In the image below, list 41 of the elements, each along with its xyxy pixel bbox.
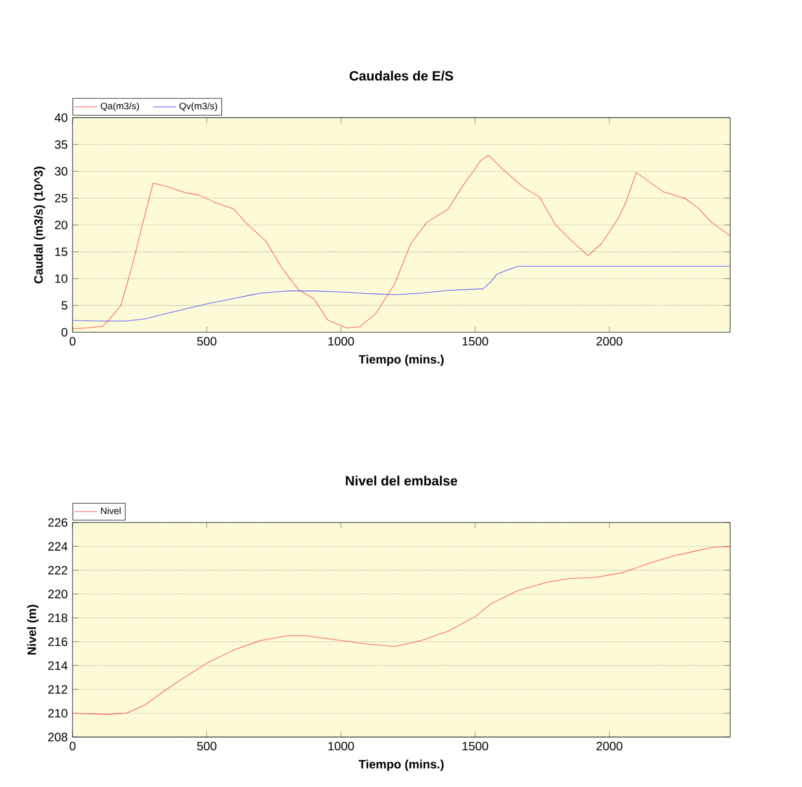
y-tick-label: 15 xyxy=(55,248,68,256)
line-series xyxy=(72,546,730,715)
y-tick-label: 20 xyxy=(54,220,68,230)
y-tick-label: 222 xyxy=(48,566,68,575)
line-series xyxy=(72,266,730,322)
x-axis-title: Tiempo (mins.) xyxy=(358,354,444,366)
y-axis-title: Caudal (m3/s) (10^3) xyxy=(34,166,46,284)
x-tick-label: 0 xyxy=(70,742,76,751)
y-tick-label: 0 xyxy=(62,328,68,337)
legend-label: Qa(m3/s) xyxy=(100,102,139,112)
legend-label: Qv(m3/s) xyxy=(179,102,218,112)
y-tick-label: 224 xyxy=(48,542,68,551)
y-tick-label: 40 xyxy=(54,114,68,122)
y-tick-label: 35 xyxy=(54,140,68,149)
line-series xyxy=(72,155,730,329)
y-tick-label: 218 xyxy=(48,614,68,622)
chart-title: Caudales de E/S xyxy=(350,70,454,81)
y-tick-label: 220 xyxy=(48,590,68,598)
y-tick-label: 25 xyxy=(54,194,68,203)
y-tick-label: 30 xyxy=(54,167,68,176)
y-tick-label: 226 xyxy=(48,518,68,527)
x-tick-label: 1500 xyxy=(462,337,488,346)
x-axis-title: Tiempo (mins.) xyxy=(358,760,444,771)
x-tick-label: 500 xyxy=(197,337,216,346)
y-tick-label: 214 xyxy=(48,661,68,670)
y-tick-label: 208 xyxy=(48,732,68,742)
x-tick-label: 0 xyxy=(70,337,76,346)
x-tick-label: 500 xyxy=(197,742,216,751)
x-tick-label: 1500 xyxy=(462,742,488,751)
x-tick-label: 2000 xyxy=(596,337,622,346)
x-tick-label: 1000 xyxy=(328,337,354,346)
y-tick-label: 210 xyxy=(48,709,68,718)
y-axis-title: Nivel (m) xyxy=(27,605,38,655)
legend-label: Nivel xyxy=(101,507,121,514)
chart-title: Nivel del embalse xyxy=(346,476,458,486)
y-tick-label: 5 xyxy=(62,301,68,310)
x-tick-label: 1000 xyxy=(328,742,354,751)
y-tick-label: 212 xyxy=(48,685,68,694)
x-tick-label: 2000 xyxy=(596,742,622,751)
y-tick-label: 216 xyxy=(48,638,68,646)
y-tick-label: 10 xyxy=(55,274,68,284)
